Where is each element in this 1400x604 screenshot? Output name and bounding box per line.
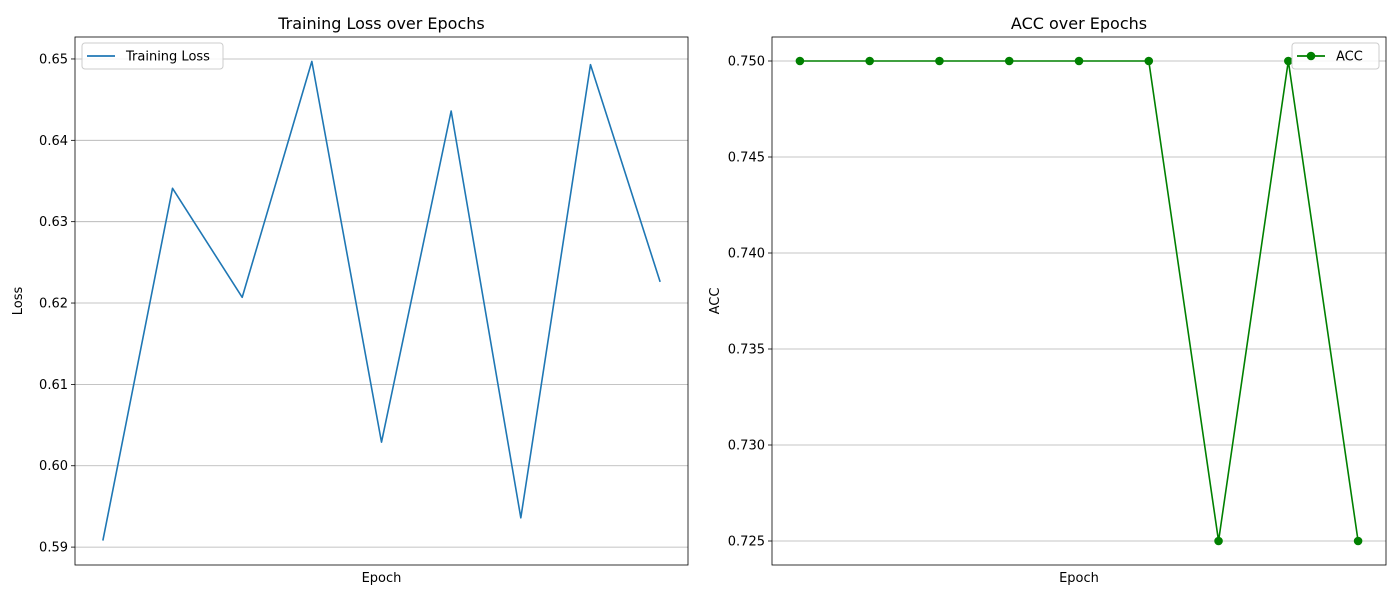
y-tick-label: 0.60 — [39, 459, 68, 474]
data-point — [795, 56, 805, 66]
chart-title: ACC over Epochs — [1011, 14, 1147, 33]
data-point — [1353, 536, 1363, 546]
data-point — [1004, 56, 1014, 66]
data-point — [1074, 56, 1084, 66]
legend-label: Training Loss — [125, 50, 210, 65]
y-tick-label: 0.63 — [39, 215, 68, 230]
data-point — [865, 56, 874, 66]
y-tick-label: 0.61 — [39, 378, 68, 393]
axes-frame — [74, 36, 689, 566]
y-tick-label: 0.59 — [39, 541, 68, 556]
y-tick-label: 0.740 — [728, 247, 765, 262]
data-point — [1284, 56, 1293, 66]
data-point — [1144, 56, 1154, 66]
legend-label: ACC — [1336, 50, 1363, 65]
y-tick-label: 0.750 — [728, 55, 765, 70]
x-axis-label: Epoch — [362, 571, 402, 586]
legend: ACC — [1291, 42, 1380, 70]
data-point — [1214, 536, 1223, 546]
y-tick-label: 0.62 — [39, 297, 68, 312]
chart-panel-2: 0.725 0.730 0.735 0.740 0.745 0.750 ACC over E… — [708, 14, 1387, 586]
legend-box — [1291, 42, 1380, 70]
y-axis-label: ACC — [708, 288, 723, 315]
y-tick-label: 0.64 — [39, 134, 68, 149]
axes-frame — [771, 36, 1387, 566]
chart-panel-1: 0.59 0.60 0.61 0.62 0.63 0.64 0.65 Training Los… — [11, 14, 689, 586]
y-axis-label: Loss — [11, 287, 26, 316]
series-line — [102, 60, 661, 541]
legend: Training Loss — [81, 42, 224, 70]
legend-marker-swatch — [1306, 51, 1316, 61]
y-tick-label: 0.725 — [728, 535, 765, 550]
y-tick-label: 0.745 — [728, 151, 765, 166]
y-tick-label: 0.730 — [728, 439, 765, 454]
y-tick-label: 0.65 — [39, 52, 68, 67]
legend-box — [81, 42, 224, 70]
series-line — [799, 60, 1359, 542]
data-point — [935, 56, 944, 66]
y-tick-label: 0.735 — [728, 343, 765, 358]
x-axis-label: Epoch — [1059, 571, 1099, 586]
chart-title: Training Loss over Epochs — [277, 14, 485, 33]
